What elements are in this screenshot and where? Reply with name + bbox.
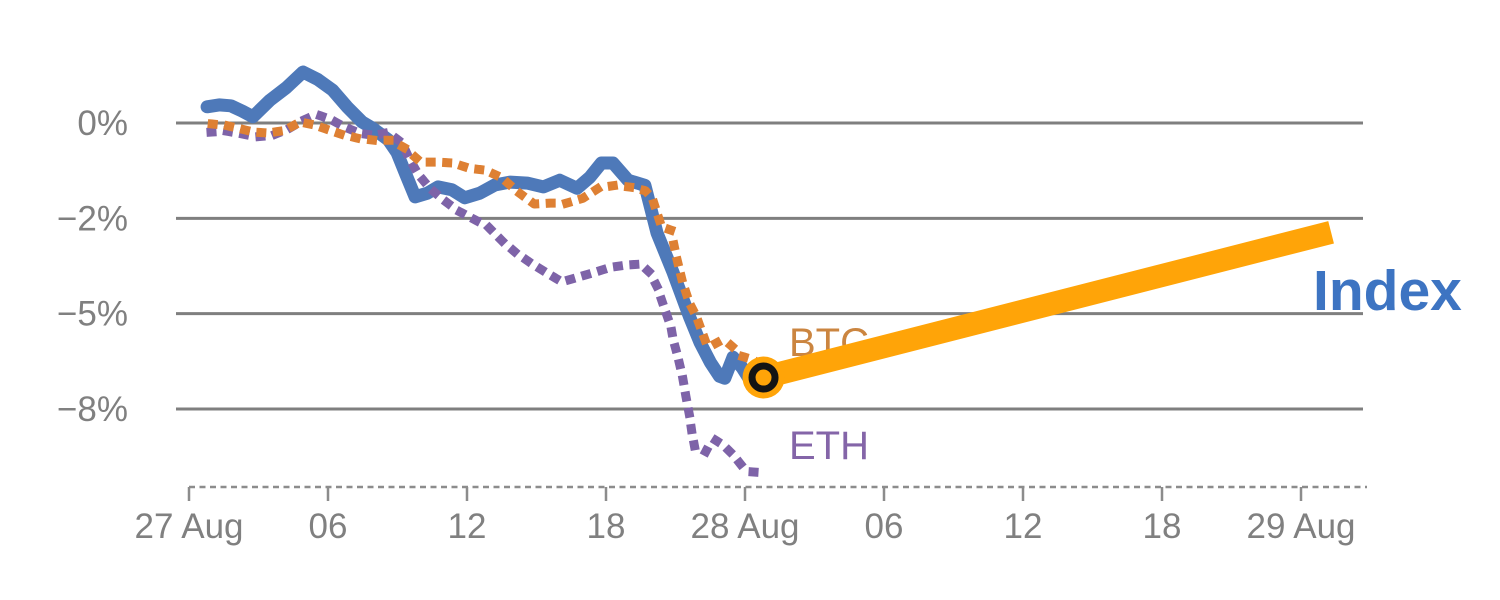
index-line-label: Index — [1313, 259, 1462, 323]
series-line-index — [200, 65, 770, 386]
y-tick-label: −5% — [57, 295, 128, 334]
current-point-marker — [742, 356, 785, 399]
x-tick-label: 28 Aug — [691, 507, 800, 546]
x-tick-label: 12 — [1004, 507, 1043, 546]
x-tick-label: 18 — [587, 507, 626, 546]
series-line-projection — [760, 221, 1334, 389]
marker-ring — [748, 362, 779, 393]
y-tick-label: 0% — [77, 104, 128, 143]
x-tick-label: 29 Aug — [1247, 507, 1356, 546]
gridlines-layer: 0% −2% −5% −8% — [57, 104, 1363, 429]
x-tick-label: 06 — [309, 507, 348, 546]
series-line-btc — [207, 117, 767, 371]
series-layer — [200, 65, 770, 478]
eth-line-label: ETH — [789, 424, 869, 468]
projection-layer — [760, 221, 1334, 389]
series-line-eth — [206, 109, 766, 478]
x-tick-label: 06 — [865, 507, 904, 546]
y-tick-label: −2% — [57, 199, 128, 238]
y-tick-label: −8% — [57, 390, 128, 429]
x-axis-layer: 27 Aug 06 12 18 28 Aug 06 12 18 29 Aug — [135, 485, 1367, 546]
x-tick-label: 12 — [448, 507, 487, 546]
x-tick-label: 27 Aug — [135, 507, 244, 546]
x-tick-label: 18 — [1143, 507, 1182, 546]
